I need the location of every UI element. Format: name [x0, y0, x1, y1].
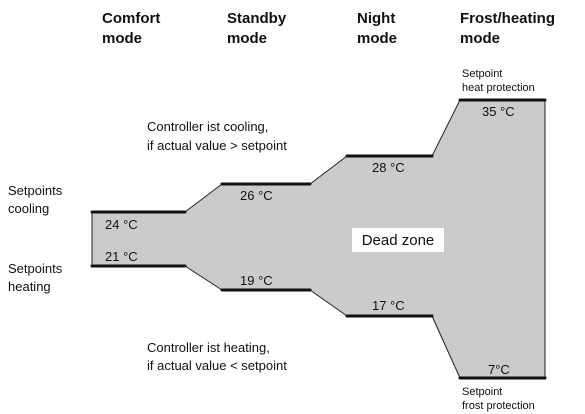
- dead-zone-box: [352, 228, 444, 252]
- side-label: heating: [8, 279, 51, 294]
- dead-zone-label: Dead zone: [362, 232, 435, 249]
- setpoint-label: 24 °C: [105, 217, 138, 232]
- header: mode: [357, 30, 397, 47]
- setpoint-label: 35 °C: [482, 104, 515, 119]
- note: Setpoint: [462, 386, 502, 398]
- note: Setpoint: [462, 68, 502, 80]
- setpoint-label: 17 °C: [372, 298, 405, 313]
- setpoint-label: 21 °C: [105, 249, 138, 264]
- setpoint-label: 19 °C: [240, 273, 273, 288]
- note: Controller ist cooling,: [147, 119, 268, 134]
- boundary: [184, 99, 461, 379]
- note: Controller ist heating,: [147, 340, 270, 355]
- header: Night: [357, 10, 395, 27]
- note: frost protection: [462, 400, 535, 412]
- note: if actual value < setpoint: [147, 358, 287, 373]
- header: Standby: [227, 10, 287, 27]
- side-label: cooling: [8, 201, 49, 216]
- setpoint-label: 7°C: [488, 362, 510, 377]
- dead-zone-area: [92, 100, 545, 378]
- setpoint-label: 28 °C: [372, 160, 405, 175]
- header: mode: [227, 30, 267, 47]
- note: if actual value > setpoint: [147, 138, 287, 153]
- header: mode: [460, 30, 500, 47]
- side-label: Setpoints: [8, 183, 63, 198]
- setpoint-lines: [90, 98, 547, 380]
- header: Comfort: [102, 10, 160, 27]
- note: heat protection: [462, 82, 535, 94]
- side-label: Setpoints: [8, 261, 63, 276]
- header: mode: [102, 30, 142, 47]
- setpoint-label: 26 °C: [240, 188, 273, 203]
- header: Frost/heating: [460, 10, 555, 27]
